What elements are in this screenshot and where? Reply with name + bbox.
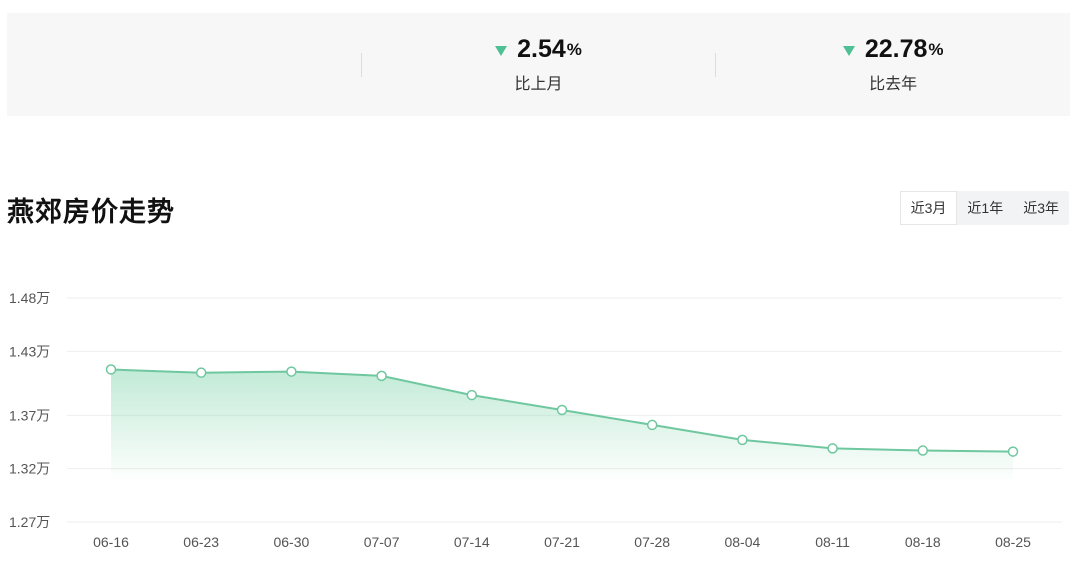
data-point: [646, 419, 658, 431]
stat-year-change: 22.78 % 比去年: [716, 13, 1070, 116]
stat-label: 比上月: [514, 76, 563, 93]
y-tick-label: 1.32万: [9, 461, 50, 477]
divider: [715, 52, 717, 77]
data-point: [827, 443, 838, 454]
y-tick-label: 1.37万: [9, 407, 50, 423]
stat-label: 比去年: [869, 76, 918, 93]
y-tick-label: 1.27万: [9, 514, 50, 530]
data-point: [376, 370, 387, 382]
data-point: [286, 366, 297, 377]
data-points: [105, 364, 1019, 457]
data-point: [466, 389, 478, 401]
x-tick-label: 08-04: [724, 534, 760, 550]
x-tick-label: 08-18: [905, 534, 941, 550]
x-tick-label: 07-07: [364, 534, 400, 550]
stats-bar: 2.54 % 比上月 22.78 % 比去年: [7, 13, 1070, 116]
data-point: [1007, 446, 1019, 457]
x-tick-label: 06-23: [183, 534, 219, 550]
down-arrow-icon: [495, 45, 508, 56]
stat-value-row: 2.54 %: [495, 35, 582, 64]
data-point: [195, 367, 207, 378]
data-point: [917, 445, 929, 456]
chart-title: 燕郊房价走势: [7, 197, 175, 227]
y-tick-label: 1.43万: [9, 343, 50, 359]
stat-unit: %: [928, 39, 944, 59]
x-tick-label: 08-25: [995, 534, 1031, 550]
price-trend-chart: 1.48万 1.43万 1.37万 1.32万 1.27万 06-16 06-23 06-3…: [9, 290, 1062, 550]
down-arrow-icon: [842, 45, 855, 56]
data-point: [556, 404, 568, 416]
x-tick-label: 06-16: [93, 534, 129, 550]
x-tick-label: 07-28: [634, 534, 670, 550]
stat-number: 2.54: [517, 35, 566, 63]
y-axis-labels: 1.48万 1.43万 1.37万 1.32万 1.27万: [9, 290, 50, 530]
x-tick-label: 08-11: [815, 534, 850, 550]
stat-month-change: 2.54 % 比上月: [362, 13, 716, 116]
x-tick-label: 07-14: [454, 534, 490, 550]
range-tabs: 近3月 近1年 近3年: [899, 191, 1069, 225]
x-tick-label: 06-30: [273, 534, 309, 550]
tab-3-months[interactable]: 近3月: [899, 191, 958, 225]
tab-1-year[interactable]: 近1年: [967, 200, 1004, 216]
y-tick-label: 1.48万: [9, 290, 50, 306]
stat-value-row: 22.78 %: [842, 35, 944, 64]
divider: [360, 52, 362, 77]
data-point: [105, 364, 117, 375]
stat-number: 22.78: [864, 35, 928, 63]
tab-3-years[interactable]: 近3年: [1023, 200, 1059, 216]
data-point: [737, 434, 748, 446]
stat-unit: %: [566, 39, 582, 59]
price-area: [111, 369, 1013, 480]
x-tick-label: 07-21: [544, 534, 580, 550]
x-axis-labels: 06-16 06-23 06-30 07-07 07-14 07-21 07-28 08-04…: [93, 534, 1031, 550]
